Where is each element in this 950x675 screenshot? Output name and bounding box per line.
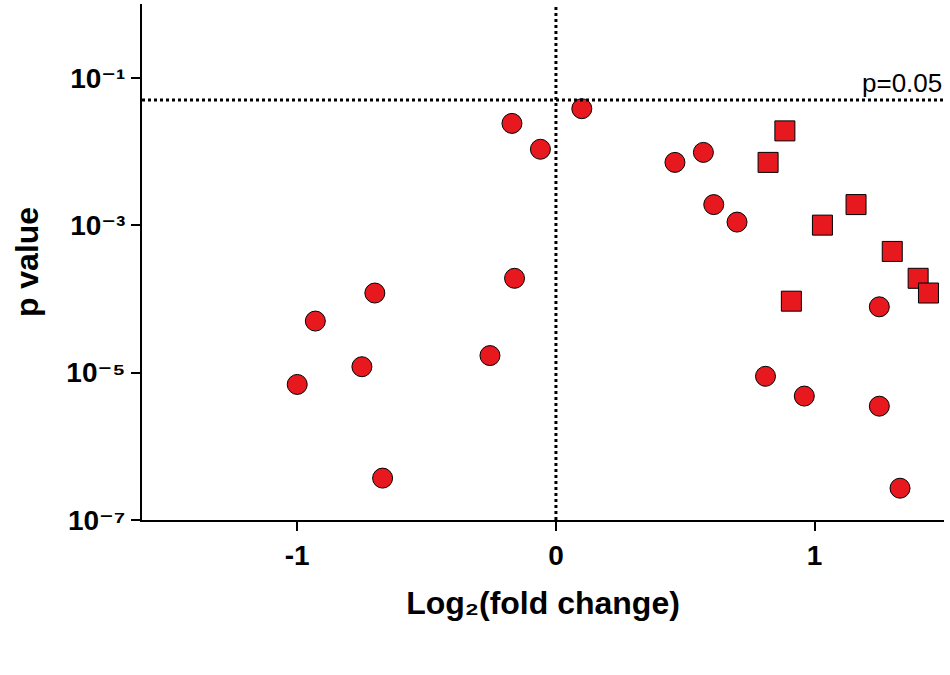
svg-text:10⁻⁵: 10⁻⁵ bbox=[66, 357, 125, 388]
svg-text:p value: p value bbox=[9, 207, 45, 317]
svg-text:1: 1 bbox=[807, 540, 823, 571]
svg-text:10⁻¹: 10⁻¹ bbox=[70, 63, 125, 94]
svg-text:0: 0 bbox=[548, 540, 564, 571]
svg-text:-1: -1 bbox=[285, 540, 310, 571]
svg-text:10⁻³: 10⁻³ bbox=[70, 210, 125, 241]
svg-text:10⁻⁷: 10⁻⁷ bbox=[68, 505, 125, 536]
svg-text:p=0.05: p=0.05 bbox=[862, 68, 942, 98]
svg-text:Log₂(fold change): Log₂(fold change) bbox=[406, 585, 680, 621]
